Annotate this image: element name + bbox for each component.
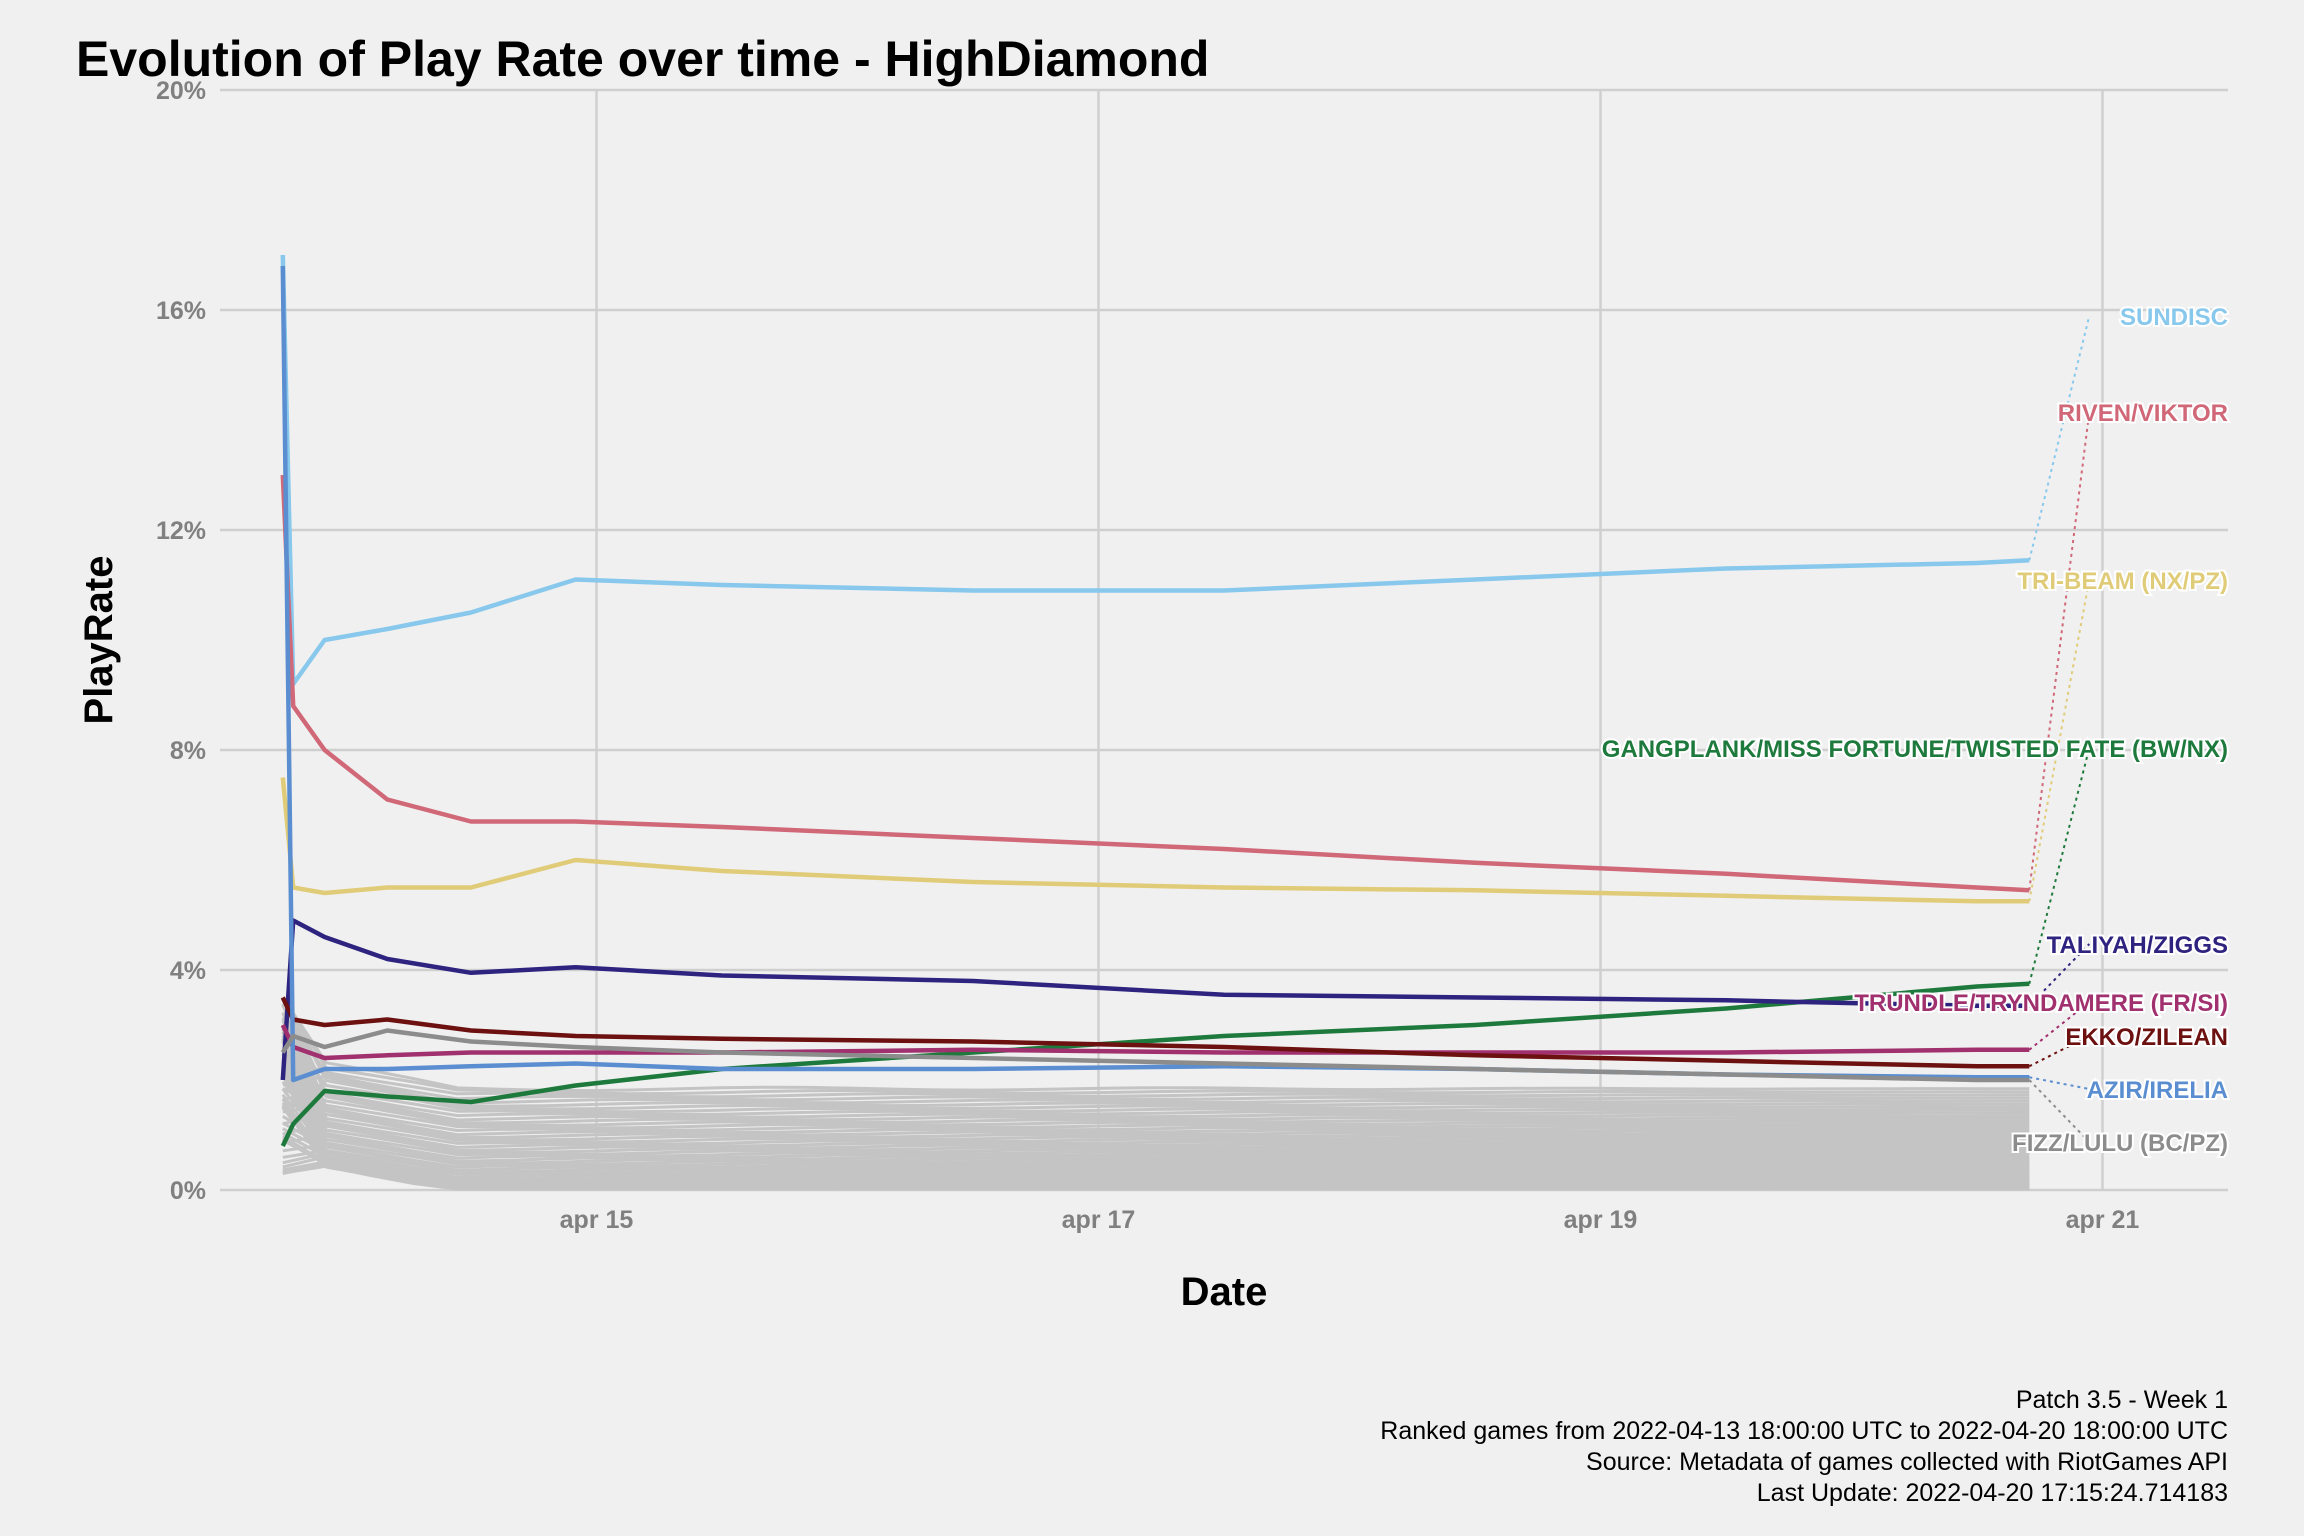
chart-title: Evolution of Play Rate over time - HighD…: [76, 31, 1210, 87]
y-tick-label: 8%: [170, 737, 206, 765]
background-series-line: [281, 1011, 2030, 1099]
series-label: FIZZ/LULU (BC/PZ): [2012, 1130, 2228, 1157]
background-series-line: [281, 996, 2030, 1122]
label-leader-line: [2029, 1076, 2090, 1090]
series-line: [280, 996, 2030, 1069]
label-leader-line: [2028, 315, 2091, 561]
label-leader-line: [2028, 579, 2091, 902]
label-leader-line: [2028, 943, 2091, 1007]
background-series-line: [282, 1091, 2030, 1119]
background-series-line: [281, 1017, 2030, 1137]
background-series-line: [282, 1113, 2030, 1144]
caption-line: Patch 3.5 - Week 1: [2015, 1386, 2228, 1414]
series-label: TRI-BEAM (NX/PZ): [2017, 568, 2228, 595]
series-label: SUNDISC: [2120, 304, 2228, 331]
series-labels: SUNDISC RIVEN/VIKTOR TRI-BEAM (NX/PZ) GANGP…: [1600, 302, 2230, 1159]
series-label: TRUNDLE/TRYNDAMERE (FR/SI): [1854, 990, 2228, 1017]
x-tick-label: apr 15: [560, 1206, 634, 1234]
y-axis-ticks: 0% 4% 8% 12% 16% 20%: [156, 77, 206, 1205]
label-leader-lines: [2028, 315, 2091, 1143]
series-label: AZIR/IRELIA: [2087, 1077, 2228, 1104]
series-line: [280, 1028, 2030, 1083]
y-tick-label: 16%: [156, 297, 206, 325]
y-tick-label: 0%: [170, 1177, 206, 1205]
series-line: [280, 254, 2030, 687]
y-tick-label: 20%: [156, 77, 206, 105]
label-leader-line: [2028, 747, 2091, 984]
label-leader-line: [2028, 1001, 2090, 1051]
series-line: [280, 777, 2030, 904]
x-tick-label: apr 19: [1564, 1206, 1638, 1234]
y-axis-title: PlayRate: [77, 556, 121, 725]
background-series-line: [281, 996, 2030, 1111]
chart-caption: Patch 3.5 - Week 1 Ranked games from 202…: [1380, 1385, 2228, 1509]
caption-line: Source: Metadata of games collected with…: [1586, 1448, 2228, 1476]
caption-line: Last Update: 2022-04-20 17:15:24.714183: [1756, 1479, 2228, 1507]
label-leader-line: [2028, 411, 2091, 891]
background-series-line: [281, 1040, 2030, 1127]
y-tick-label: 12%: [156, 517, 206, 545]
series-line: [280, 474, 2030, 893]
series-label: TALIYAH/ZIGGS: [2047, 932, 2228, 959]
background-series-line: [282, 1074, 2030, 1105]
series-label: EKKO/ZILEAN: [2065, 1024, 2228, 1051]
caption-line: Ranked games from 2022-04-13 18:00:00 UT…: [1380, 1417, 2228, 1445]
x-axis-title: Date: [1181, 1270, 1268, 1314]
background-series-line: [282, 1075, 2030, 1130]
background-series-line: [282, 1047, 2030, 1102]
series-lines: [280, 254, 2030, 1147]
background-series-line: [281, 1026, 2030, 1114]
series-line: [280, 918, 2030, 1081]
other-champions-lines: [281, 996, 2030, 1191]
label-leader-line: [2028, 1079, 2091, 1143]
y-tick-label: 4%: [170, 957, 206, 985]
grid-lines: [220, 88, 2228, 1192]
background-series-line: [281, 996, 2030, 1093]
series-line: [280, 265, 2030, 1083]
series-label: GANGPLANK/MISS FORTUNE/TWISTED FATE (BW/…: [1602, 736, 2228, 763]
x-axis-ticks: apr 15 apr 17 apr 19 apr 21: [560, 1206, 2140, 1234]
x-tick-label: apr 21: [2066, 1206, 2140, 1234]
x-tick-label: apr 17: [1062, 1206, 1136, 1234]
series-label: RIVEN/VIKTOR: [2058, 400, 2228, 427]
background-series-line: [281, 996, 2030, 1108]
background-series-line: [281, 1004, 2030, 1125]
background-series-line: [281, 996, 2030, 1096]
